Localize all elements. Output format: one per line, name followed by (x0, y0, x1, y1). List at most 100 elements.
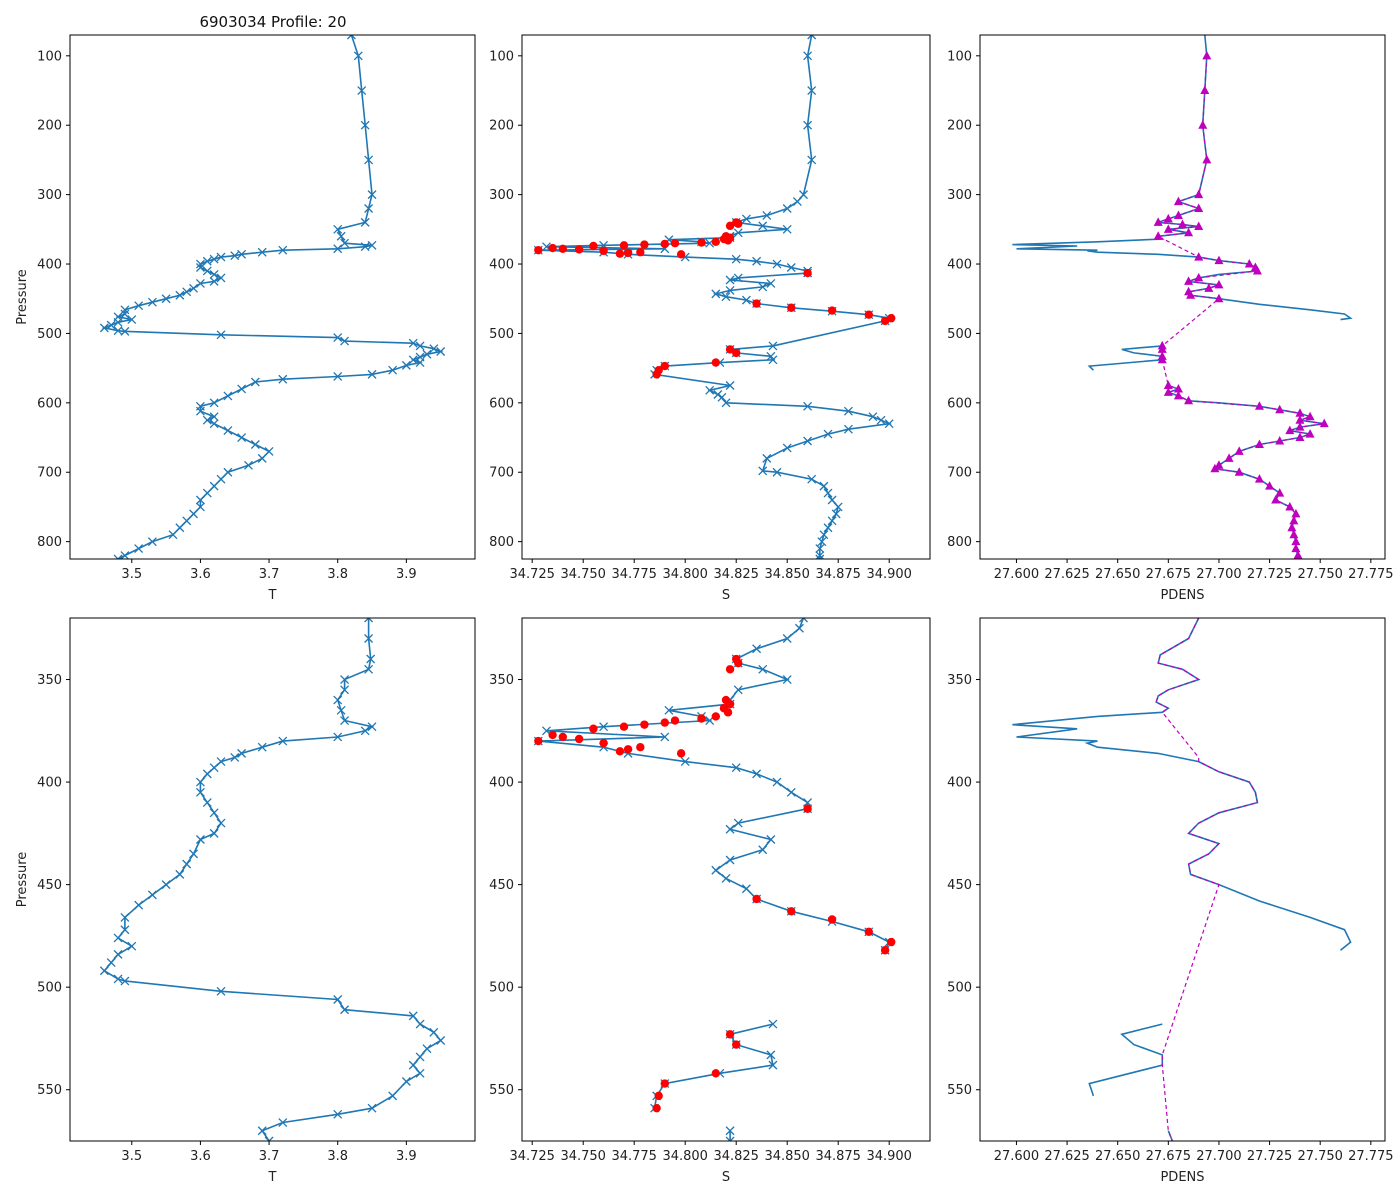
data-point (725, 275, 735, 285)
qc-point (1234, 467, 1244, 476)
data-point (360, 120, 370, 130)
data-point (758, 466, 768, 476)
x-tick-label: 34.800 (662, 1149, 708, 1164)
data-point (733, 228, 743, 238)
data-point (99, 323, 109, 333)
qc-point (1153, 231, 1163, 240)
data-point (768, 1019, 778, 1029)
data-point (366, 654, 376, 664)
x-axis-label: T (268, 1170, 277, 1185)
y-tick-label: 800 (489, 535, 514, 550)
data-point (336, 231, 346, 241)
qc-point (1275, 404, 1285, 414)
qc-point (619, 722, 629, 731)
data-point (182, 516, 192, 526)
data-point (340, 336, 350, 346)
qc-point (1178, 219, 1187, 228)
qc-point (803, 804, 812, 813)
series-pdens-seg2 (1088, 1023, 1164, 1097)
data-point (340, 1005, 350, 1015)
qc-point (732, 348, 741, 358)
data-point (216, 252, 226, 262)
y-tick-label: 400 (947, 258, 972, 273)
y-tick-label: 800 (947, 535, 972, 550)
y-tick-label: 200 (947, 119, 972, 134)
y-tick-label: 200 (489, 119, 514, 134)
series-line (1088, 1023, 1164, 1097)
data-point (415, 1052, 425, 1062)
data-point (364, 664, 374, 674)
data-point (113, 317, 123, 327)
x-axis-label: PDENS (1160, 1170, 1204, 1185)
data-point (113, 949, 123, 959)
data-point (340, 675, 350, 684)
qc-point (1173, 210, 1183, 219)
data-point (768, 355, 778, 365)
data-point (819, 530, 829, 540)
qc-point (1319, 418, 1329, 428)
y-tick-label: 100 (489, 49, 514, 64)
y-tick-label: 300 (489, 188, 514, 203)
x-tick-label: 27.625 (1044, 567, 1090, 582)
data-point (216, 986, 226, 996)
qc-point (1254, 401, 1264, 410)
series-qc-pdens (1155, 618, 1259, 1141)
data-point (741, 884, 751, 894)
qc-point (803, 268, 812, 278)
data-point (717, 392, 727, 402)
data-point (336, 705, 346, 715)
panel-bottom-S: 34.725 34.750 34.775 34.800 34.825 34.850 34.8… (489, 617, 931, 1185)
x-tick-label: 27.725 (1247, 567, 1293, 582)
data-point (772, 467, 782, 477)
y-tick-label: 600 (947, 396, 972, 411)
data-point (264, 446, 274, 456)
data-point (340, 716, 350, 726)
data-point (147, 890, 157, 900)
qc-point (636, 743, 645, 752)
x-tick-label: 27.650 (1095, 567, 1141, 582)
data-point (725, 855, 735, 865)
qc-point (574, 245, 584, 254)
y-tick-label: 350 (489, 673, 514, 688)
x-tick-label: 34.825 (713, 567, 759, 582)
qc-point (619, 241, 629, 250)
qc-point (1173, 390, 1183, 400)
data-point (333, 995, 343, 1004)
data-point (401, 1077, 411, 1086)
qc-point (752, 894, 761, 904)
qc-point (1252, 265, 1262, 275)
data-point (333, 333, 343, 343)
y-axis-label: Pressure (15, 269, 30, 325)
data-point (195, 835, 205, 844)
qc-point (1204, 283, 1214, 292)
qc-point (697, 238, 706, 247)
qc-point (1184, 276, 1194, 285)
data-point (436, 1036, 446, 1045)
qc-point (1289, 515, 1299, 525)
x-tick-label: 34.750 (560, 1149, 606, 1164)
data-point (815, 551, 825, 559)
data-point (782, 675, 792, 684)
data-point (333, 372, 343, 381)
data-point (257, 247, 267, 257)
data-point (134, 544, 144, 554)
axes-frame (979, 34, 1386, 560)
y-tick-label: 550 (947, 1083, 972, 1098)
qc-point (1244, 259, 1254, 268)
data-point (664, 705, 674, 715)
plot-area (1012, 618, 1352, 1141)
data-point (415, 1068, 425, 1078)
qc-point (1275, 436, 1285, 445)
data-point (823, 488, 833, 498)
data-point (876, 415, 886, 425)
qc-point (670, 716, 680, 725)
series-line (1155, 618, 1259, 1141)
y-tick-label: 300 (37, 188, 62, 203)
qc-point (1194, 272, 1204, 282)
data-point (786, 787, 796, 797)
data-point (168, 530, 178, 540)
x-tick-label: 34.850 (764, 1149, 810, 1164)
data-point (175, 523, 185, 533)
y-tick-label: 450 (489, 878, 514, 893)
data-point (792, 197, 802, 207)
